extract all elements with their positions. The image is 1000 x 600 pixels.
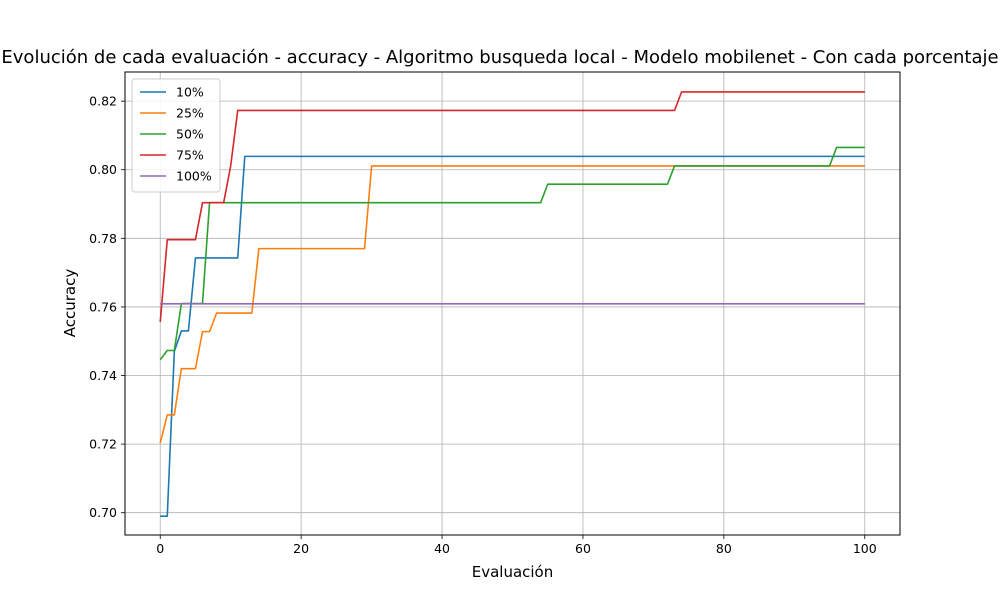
y-tick-label: 0.82 bbox=[89, 94, 117, 109]
y-tick-label: 0.76 bbox=[89, 299, 117, 314]
y-tick-label: 0.70 bbox=[89, 505, 117, 520]
legend-label: 10% bbox=[176, 85, 204, 100]
x-tick-label: 80 bbox=[716, 541, 732, 556]
plot-frame bbox=[124, 71, 901, 536]
series-line-0 bbox=[160, 155, 865, 517]
x-axis-ticks: 0 20 40 60 80 100 bbox=[156, 535, 877, 556]
y-axis-label: Accuracy bbox=[61, 269, 79, 338]
y-tick-label: 0.72 bbox=[89, 437, 117, 452]
series-line-2 bbox=[159, 146, 865, 361]
series-layer bbox=[159, 91, 865, 517]
legend-label: 100% bbox=[176, 169, 212, 184]
legend-label: 50% bbox=[176, 127, 204, 142]
legend-label: 25% bbox=[176, 106, 204, 121]
x-tick-label: 0 bbox=[156, 541, 164, 556]
x-tick-label: 60 bbox=[575, 541, 591, 556]
chart-title: Evolución de cada evaluación - accuracy … bbox=[1, 47, 998, 68]
x-axis-label: Evaluación bbox=[472, 563, 554, 581]
y-tick-label: 0.80 bbox=[89, 162, 117, 177]
y-tick-label: 0.78 bbox=[89, 231, 117, 246]
legend: 10% 25% 50% 75% 100% bbox=[131, 78, 221, 193]
x-tick-label: 100 bbox=[853, 541, 877, 556]
legend-label: 75% bbox=[176, 148, 204, 163]
series-line-3 bbox=[159, 91, 865, 323]
x-tick-label: 20 bbox=[293, 541, 309, 556]
y-tick-label: 0.74 bbox=[89, 368, 117, 383]
x-tick-label: 40 bbox=[434, 541, 450, 556]
series-line-1 bbox=[159, 165, 865, 444]
legend-box bbox=[131, 78, 221, 193]
y-axis-ticks: 0.70 0.72 0.74 0.76 0.78 0.80 0.82 bbox=[89, 94, 125, 520]
